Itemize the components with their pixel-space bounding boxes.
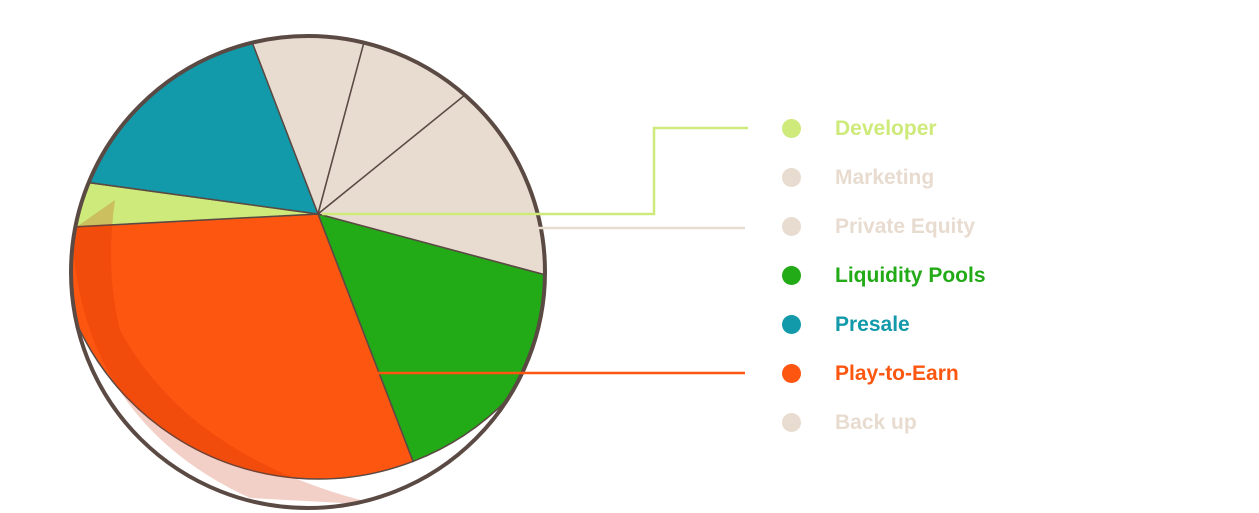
legend-item-developer: Developer (782, 114, 1082, 144)
legend-dot-liquidity-pools (782, 266, 801, 285)
legend-dot-marketing (782, 168, 801, 187)
legend-item-liquidity-pools: Liquidity Pools (782, 261, 1082, 291)
legend-dot-play-to-earn (782, 364, 801, 383)
pie-slice-play-to-earn (71, 213, 414, 480)
pie-slice-marketing (222, 36, 388, 217)
legend-item-presale: Presale (782, 310, 1082, 340)
legend-dot-back-up (782, 413, 801, 432)
legend-label-presale: Presale (835, 313, 910, 336)
legend-dot-private-equity (782, 217, 801, 236)
legend-dot-presale (782, 315, 801, 334)
pie-slice-developer (71, 177, 319, 229)
legend-item-private-equity: Private Equity (782, 212, 1082, 242)
leader-lines (322, 126, 748, 375)
pie-rim-shadow (72, 200, 380, 505)
legend-label-marketing: Marketing (835, 166, 935, 189)
legend-label-private-equity: Private Equity (835, 215, 976, 238)
legend-label-back-up: Back up (835, 411, 917, 434)
legend-item-back-up: Back up (782, 408, 1082, 438)
pie-outline (69, 34, 547, 510)
legend-item-play-to-earn: Play-to-Earn (782, 359, 1082, 389)
pie-slices (71, 36, 545, 505)
legend-label-developer: Developer (835, 117, 937, 140)
legend-item-marketing: Marketing (782, 163, 1082, 193)
legend-dot-developer (782, 119, 801, 138)
legend-label-liquidity-pools: Liquidity Pools (835, 264, 986, 287)
leader-line-developer (322, 126, 748, 216)
legend-label-play-to-earn: Play-to-Earn (835, 362, 959, 385)
